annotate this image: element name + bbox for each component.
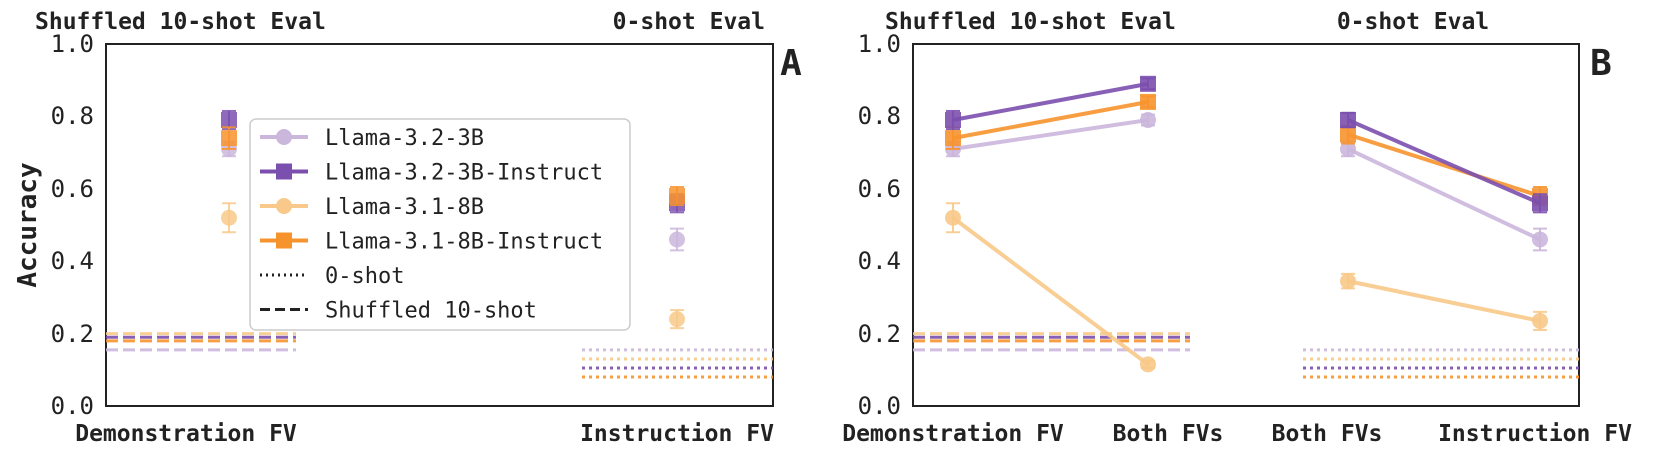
ytick-label: 0.4 bbox=[858, 247, 901, 275]
panel-a-title-left: Shuffled 10-shot Eval bbox=[35, 9, 326, 35]
panel-b-title-left: Shuffled 10-shot Eval bbox=[885, 9, 1176, 35]
marker-llama-3-2-3b bbox=[1532, 231, 1548, 248]
marker-llama-3-1-8b-instruct bbox=[1140, 93, 1156, 110]
legend-item-llama-3-1-8b-instruct: Llama-3.1-8B-Instruct bbox=[260, 230, 603, 255]
panel-a-marks bbox=[106, 109, 773, 379]
marker-llama-3-1-8b-instruct bbox=[1340, 126, 1356, 143]
legend-label: 0-shot bbox=[325, 264, 404, 289]
series-line-llama-3-1-8b-instruct bbox=[1347, 132, 1541, 198]
panel-letter-a: A bbox=[780, 43, 802, 84]
marker-llama-3-2-3b bbox=[669, 231, 685, 248]
marker-llama-3-2-3b bbox=[1340, 140, 1356, 157]
series-line-llama-3-1-8b bbox=[951, 216, 1150, 366]
marker-llama-3-2-3b-instruct bbox=[1532, 195, 1548, 212]
legend-label: Llama-3.2-3B-Instruct bbox=[325, 161, 603, 186]
series-line-llama-3-1-8b bbox=[1347, 279, 1541, 323]
panel-b-title-right: 0-shot Eval bbox=[1337, 9, 1489, 35]
marker-llama-3-2-3b bbox=[276, 129, 292, 145]
xtick-label: Demonstration FV bbox=[842, 421, 1064, 447]
legend: Llama-3.2-3B Llama-3.2-3B-Instruct Llama-3… bbox=[249, 118, 631, 331]
panel-b-yticks: 0.0 0.2 0.4 0.6 0.8 1.0 bbox=[858, 30, 901, 420]
marker-llama-3-2-3b-instruct bbox=[276, 163, 292, 180]
legend-item-llama-3-2-3b-instruct: Llama-3.2-3B-Instruct bbox=[260, 161, 603, 186]
legend-label: Shuffled 10-shot bbox=[325, 299, 537, 324]
marker-llama-3-2-3b-instruct bbox=[1340, 112, 1356, 129]
panel-a-frame bbox=[105, 43, 774, 407]
xtick-label: Both FVs bbox=[1113, 421, 1224, 447]
marker-llama-3-1-8b bbox=[276, 198, 292, 214]
xtick-label: Instruction FV bbox=[580, 421, 774, 447]
ytick-label: 0.8 bbox=[51, 102, 94, 130]
marker-llama-3-2-3b bbox=[1140, 112, 1156, 129]
marker-llama-3-1-8b bbox=[221, 209, 237, 226]
xtick-label: Demonstration FV bbox=[75, 421, 297, 447]
marker-llama-3-1-8b bbox=[669, 311, 685, 328]
series-line-llama-3-2-3b-instruct bbox=[952, 81, 1149, 122]
marker-llama-3-1-8b bbox=[1532, 312, 1548, 329]
ytick-label: 0.6 bbox=[51, 175, 94, 203]
marker-llama-3-1-8b bbox=[1140, 356, 1156, 373]
ytick-label: 0.8 bbox=[858, 102, 901, 130]
ytick-label: 0.4 bbox=[51, 247, 94, 275]
panel-a-yticks: 0.0 0.2 0.4 0.6 0.8 1.0 bbox=[51, 30, 94, 420]
ytick-label: 0.6 bbox=[858, 175, 901, 203]
series-line-llama-3-2-3b bbox=[1347, 147, 1541, 242]
marker-llama-3-1-8b bbox=[945, 209, 961, 226]
ytick-label: 0.0 bbox=[858, 392, 901, 420]
y-axis-label: Accuracy bbox=[13, 162, 43, 287]
xtick-label: Both FVs bbox=[1272, 421, 1383, 447]
series-line-llama-3-2-3b-instruct bbox=[1347, 118, 1541, 206]
legend-box bbox=[249, 118, 631, 331]
marker-llama-3-1-8b bbox=[1340, 273, 1356, 290]
xtick-label: Instruction FV bbox=[1438, 421, 1632, 447]
panel-b-marks bbox=[913, 75, 1579, 379]
marker-llama-3-1-8b-instruct bbox=[276, 232, 292, 249]
marker-llama-3-1-8b-instruct bbox=[221, 130, 237, 147]
marker-llama-3-2-3b-instruct bbox=[945, 112, 961, 129]
panel-b-frame bbox=[912, 43, 1580, 407]
ytick-label: 1.0 bbox=[51, 30, 94, 58]
series-line-llama-3-2-3b bbox=[952, 118, 1149, 151]
legend-item-0-shot: 0-shot bbox=[260, 264, 404, 289]
series-line-llama-3-1-8b-instruct bbox=[952, 99, 1149, 141]
panel-a-title-right: 0-shot Eval bbox=[613, 9, 765, 35]
legend-label: Llama-3.2-3B bbox=[325, 126, 484, 151]
legend-item-shuffled-10-shot: Shuffled 10-shot bbox=[260, 299, 537, 324]
ytick-label: 1.0 bbox=[858, 30, 901, 58]
marker-llama-3-1-8b-instruct bbox=[945, 130, 961, 147]
marker-llama-3-2-3b-instruct bbox=[1140, 75, 1156, 92]
ytick-label: 0.0 bbox=[51, 392, 94, 420]
legend-label: Llama-3.1-8B-Instruct bbox=[325, 230, 603, 255]
legend-label: Llama-3.1-8B bbox=[325, 195, 484, 220]
panel-letter-b: B bbox=[1590, 43, 1612, 84]
legend-item-llama-3-1-8b: Llama-3.1-8B bbox=[260, 195, 484, 220]
ytick-label: 0.2 bbox=[51, 320, 94, 348]
marker-llama-3-1-8b-instruct bbox=[669, 188, 685, 205]
legend-item-llama-3-2-3b: Llama-3.2-3B bbox=[260, 126, 484, 151]
marker-llama-3-2-3b-instruct bbox=[221, 112, 237, 129]
ytick-label: 0.2 bbox=[858, 320, 901, 348]
